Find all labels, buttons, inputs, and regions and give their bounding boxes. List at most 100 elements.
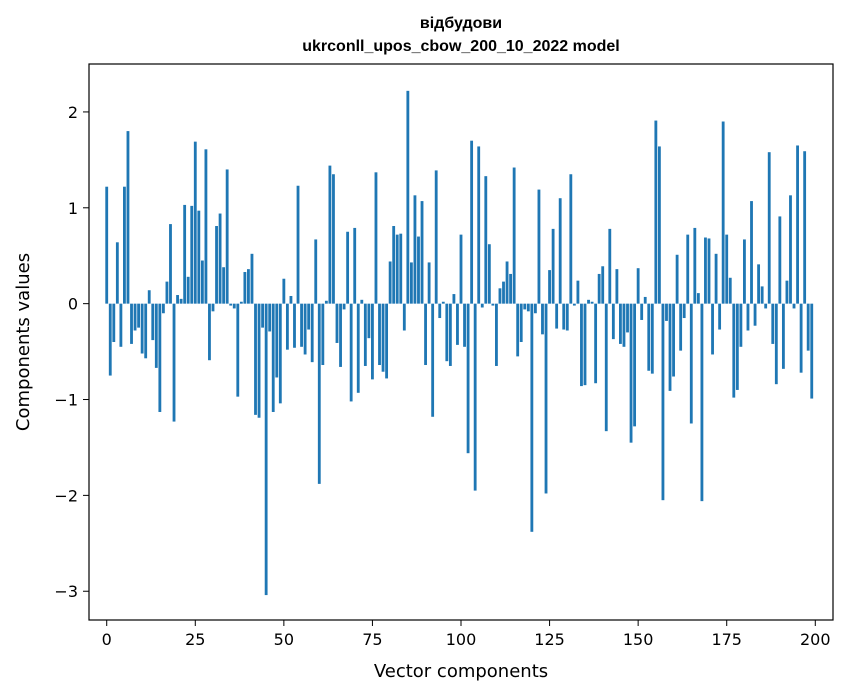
bar-132 — [572, 303, 576, 306]
bar-150 — [636, 268, 640, 304]
bar-192 — [785, 280, 789, 304]
bar-73 — [363, 303, 367, 366]
bar-191 — [781, 303, 785, 369]
bar-138 — [594, 303, 598, 384]
bar-27 — [200, 260, 204, 304]
bar-110 — [495, 303, 498, 366]
bar-80 — [388, 261, 392, 304]
bar-173 — [718, 303, 722, 330]
bar-1 — [108, 303, 112, 376]
bar-127 — [555, 303, 559, 329]
x-tick-label: 200 — [800, 630, 831, 649]
bar-184 — [757, 264, 761, 304]
bar-88 — [417, 236, 420, 304]
bar-131 — [569, 174, 573, 304]
bar-177 — [732, 303, 736, 398]
bar-9 — [137, 303, 141, 328]
bar-180 — [743, 239, 746, 304]
bar-64 — [332, 174, 335, 304]
bar-76 — [374, 172, 378, 304]
bar-11 — [144, 303, 148, 359]
bar-130 — [565, 303, 569, 331]
bar-72 — [360, 299, 364, 304]
bar-57 — [307, 303, 311, 330]
x-tick-label: 0 — [102, 630, 112, 649]
bar-79 — [385, 303, 389, 379]
bar-90 — [424, 303, 427, 366]
bar-23 — [186, 276, 190, 304]
bar-146 — [622, 303, 626, 347]
bar-35 — [229, 303, 233, 306]
bar-50 — [282, 278, 286, 304]
bar-53 — [293, 303, 296, 348]
bar-170 — [707, 238, 711, 304]
bar-133 — [576, 280, 580, 304]
bar-7 — [130, 303, 133, 344]
bar-39 — [243, 272, 247, 304]
y-tick-label: −3 — [54, 582, 78, 601]
bar-160 — [672, 303, 675, 377]
bar-2 — [112, 303, 116, 342]
bar-74 — [367, 303, 371, 339]
bar-10 — [140, 303, 144, 354]
bar-26 — [197, 210, 201, 304]
bar-116 — [516, 303, 520, 357]
bar-105 — [477, 146, 481, 304]
bar-167 — [696, 293, 700, 304]
bar-149 — [633, 303, 637, 427]
bar-174 — [721, 121, 725, 304]
bar-117 — [519, 303, 523, 342]
bar-135 — [583, 303, 587, 386]
bar-125 — [548, 270, 551, 304]
bar-16 — [161, 303, 165, 314]
bar-136 — [587, 299, 590, 304]
bar-24 — [190, 205, 194, 304]
bar-96 — [445, 303, 449, 362]
bar-134 — [580, 303, 583, 387]
bar-84 — [402, 303, 406, 331]
y-tick-label: 1 — [68, 199, 78, 218]
bar-78 — [381, 303, 385, 372]
bar-168 — [700, 303, 704, 502]
bar-61 — [321, 303, 325, 366]
bar-4 — [119, 303, 123, 347]
bar-60 — [317, 303, 321, 484]
bar-55 — [300, 303, 303, 347]
bar-85 — [406, 90, 410, 304]
bar-176 — [728, 277, 732, 304]
y-axis-label: Components values — [13, 253, 34, 431]
bar-156 — [657, 146, 661, 304]
bar-6 — [126, 131, 130, 304]
bar-87 — [413, 195, 417, 304]
bar-15 — [158, 303, 162, 412]
bar-28 — [204, 149, 208, 304]
bar-83 — [399, 233, 403, 304]
chart-subtitle: ukrconll_upos_cbow_200_10_2022 model — [302, 38, 619, 55]
bar-95 — [441, 301, 445, 304]
x-tick-label: 25 — [185, 630, 205, 649]
bar-65 — [335, 303, 339, 343]
bar-43 — [257, 303, 261, 418]
bar-48 — [275, 303, 279, 378]
bar-67 — [342, 303, 346, 310]
bar-62 — [324, 300, 328, 304]
bar-71 — [356, 303, 360, 393]
bar-32 — [218, 213, 222, 304]
bar-178 — [735, 303, 739, 390]
bar-106 — [480, 303, 484, 308]
bar-187 — [767, 152, 771, 304]
y-axis-ticks: −3 −2 −1 0 1 2 — [54, 103, 89, 601]
x-tick-label: 150 — [623, 630, 654, 649]
bar-151 — [640, 303, 644, 320]
bar-31 — [215, 226, 218, 304]
bar-159 — [668, 303, 672, 391]
bar-128 — [558, 198, 562, 304]
bar-8 — [133, 303, 137, 331]
bar-12 — [147, 290, 151, 304]
bar-147 — [626, 303, 629, 333]
bar-183 — [753, 303, 757, 326]
plot-frame — [88, 63, 834, 621]
bar-14 — [154, 303, 158, 368]
bar-188 — [771, 303, 775, 344]
bar-102 — [466, 303, 470, 454]
